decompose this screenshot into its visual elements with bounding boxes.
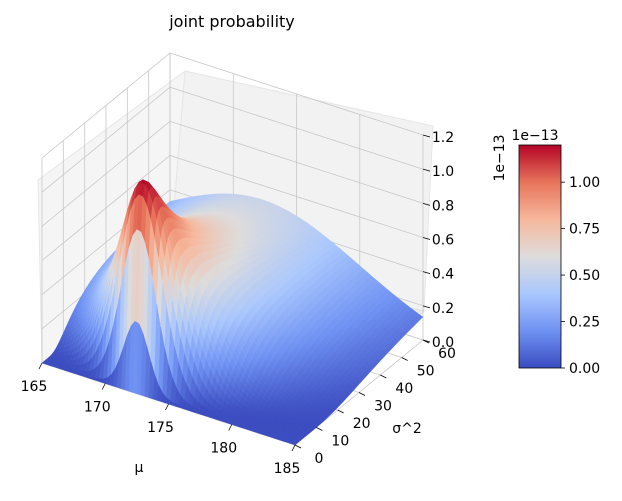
z-tick	[422, 305, 431, 309]
y-tick-label: 30	[374, 399, 392, 415]
z-tick-label: 1.2	[432, 130, 454, 146]
x-tick	[291, 444, 296, 452]
z-tick	[422, 271, 431, 275]
z-offset-label: 1e−13	[492, 134, 508, 181]
y-tick-label: 10	[331, 434, 349, 450]
colorbar-offset-label: 1e−13	[511, 128, 558, 144]
z-tick	[422, 134, 431, 138]
z-tick-label: 0.6	[432, 233, 454, 249]
y-tick-label: 0	[315, 451, 324, 467]
x-tick	[101, 383, 106, 390]
z-tick-label: 0.8	[432, 198, 454, 214]
x-tick-label: 165	[21, 379, 48, 395]
z-tick-label: 1.0	[432, 164, 454, 180]
x-tick-label: 180	[210, 441, 237, 457]
y-axis-label: σ^2	[392, 421, 422, 437]
colorbar-tick-label: 0.75	[569, 222, 600, 238]
z-tick	[422, 339, 431, 343]
colorbar-tick-label: 0.25	[569, 315, 600, 331]
x-tick	[165, 403, 169, 411]
chart-title: joint probability	[168, 12, 295, 31]
y-tick-label: 20	[353, 416, 371, 432]
y-tick-label: 60	[438, 346, 456, 362]
surface-patch	[290, 441, 298, 446]
y-tick	[337, 409, 344, 414]
y-tick-label: 40	[395, 381, 413, 397]
x-tick-label: 170	[84, 400, 111, 416]
z-tick	[422, 168, 431, 172]
colorbar-tick-label: 0.00	[569, 361, 600, 377]
y-tick	[401, 357, 408, 361]
surface-plot	[41, 179, 424, 446]
z-tick-label: 0.2	[432, 301, 454, 317]
colorbar	[518, 144, 562, 369]
z-tick	[422, 202, 431, 206]
x-tick-label: 175	[147, 420, 174, 436]
y-tick-label: 50	[417, 364, 435, 380]
colorbar-tick-label: 1.00	[569, 175, 600, 191]
x-tick	[38, 362, 43, 370]
x-tick	[228, 424, 233, 431]
z-tick-label: 0.4	[432, 267, 454, 283]
y-tick	[316, 427, 323, 431]
x-axis-label: μ	[135, 460, 144, 476]
z-tick-label: 0.0	[432, 335, 454, 351]
x-tick-label: 185	[274, 461, 301, 477]
y-tick	[380, 374, 387, 379]
colorbar-ticks: 0.00 0.25 0.50 0.75 1.00	[561, 175, 600, 377]
y-tick	[358, 392, 366, 396]
z-tick	[422, 237, 431, 240]
y-tick	[294, 444, 302, 449]
colorbar-tick-label: 0.50	[569, 268, 600, 284]
